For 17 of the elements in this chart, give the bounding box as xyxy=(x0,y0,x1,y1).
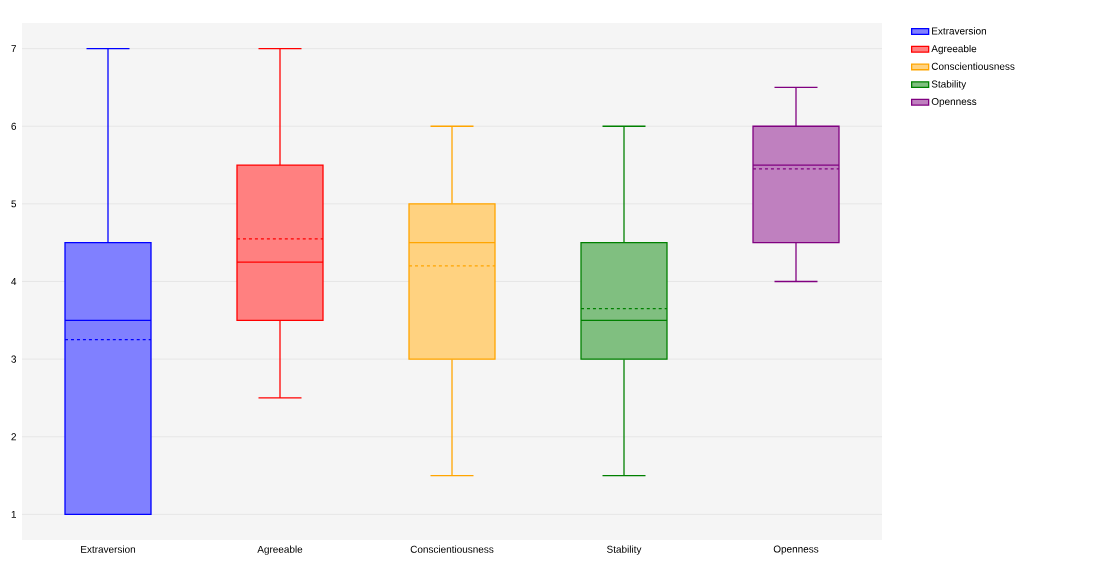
y-tick-label: 1 xyxy=(11,510,16,518)
legend-label: Openness xyxy=(931,97,977,107)
y-tick-label: 5 xyxy=(11,200,17,208)
y-tick-label: 3 xyxy=(11,355,17,363)
y-tick-label: 6 xyxy=(11,122,17,130)
legend-label: Extraversion xyxy=(932,27,986,35)
y-tick-label: 4 xyxy=(11,278,17,285)
x-tick-label: Stability xyxy=(607,545,642,555)
legend-label: Stability xyxy=(931,80,967,90)
x-tick-label: Agreeable xyxy=(257,545,303,555)
x-tick-label: Extraversion xyxy=(81,545,136,553)
legend-label: Conscientiousness xyxy=(931,62,1015,70)
y-tick-label: 2 xyxy=(11,433,16,441)
x-tick-label: Conscientiousness xyxy=(410,545,494,553)
x-tick-label: Openness xyxy=(773,545,819,555)
y-tick-label: 7 xyxy=(11,45,16,53)
legend-label: Agreeable xyxy=(931,44,977,55)
